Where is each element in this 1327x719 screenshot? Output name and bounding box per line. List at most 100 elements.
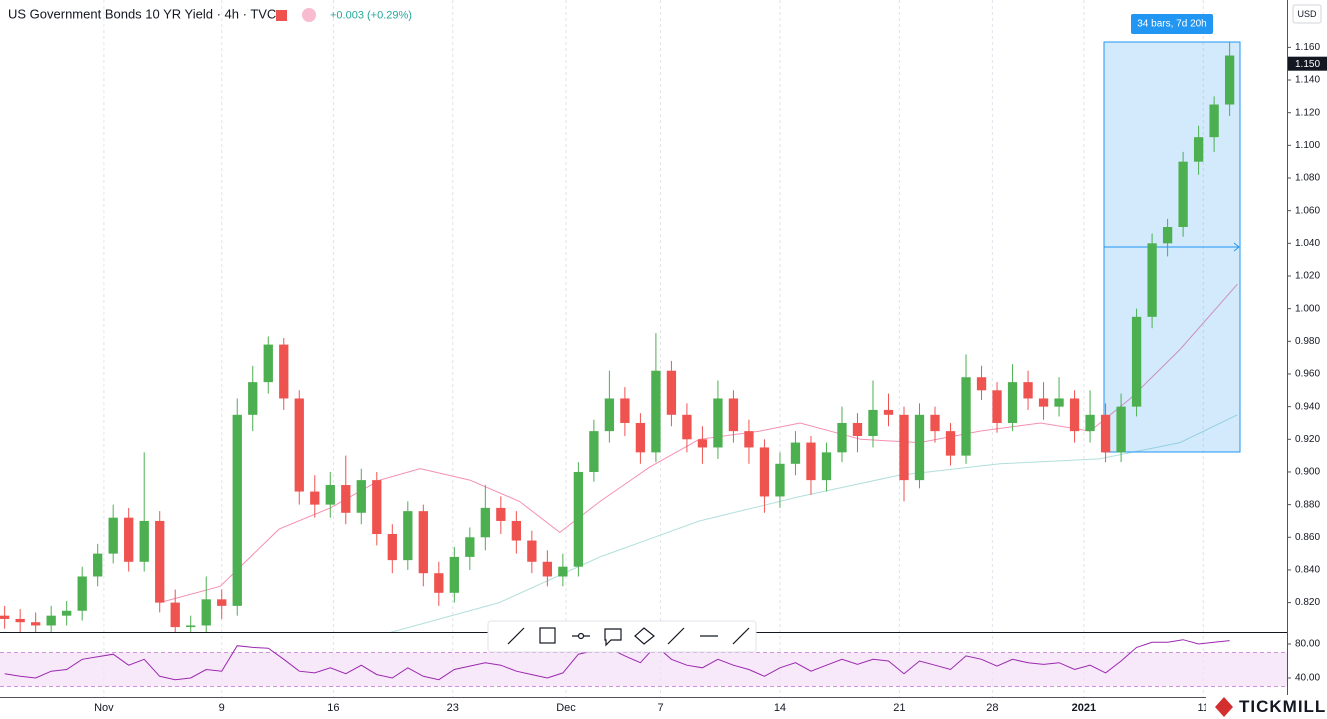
candle-body	[837, 422, 847, 453]
candle-body	[511, 520, 522, 541]
candle-body	[1007, 382, 1018, 423]
x-tick-label: 11	[1198, 702, 1209, 714]
measure-label-box	[1131, 14, 1213, 34]
candle-body	[449, 556, 459, 593]
y-tick-label: 0.980	[1295, 336, 1320, 347]
y-tick-label: 0.960	[1295, 369, 1320, 380]
tool-trendline[interactable]	[507, 627, 525, 645]
candle-body	[232, 414, 242, 606]
candle-layer	[0, 42, 1235, 632]
candle-body	[496, 507, 506, 521]
rsi-tick-label: 80.00	[1295, 639, 1320, 650]
x-tick-label: 28	[986, 702, 998, 714]
candle-body	[434, 573, 444, 593]
drawing-toolbar	[487, 620, 757, 653]
candle-body	[93, 553, 103, 577]
candle-body	[356, 480, 366, 513]
y-tick-label: 1.000	[1295, 303, 1320, 314]
candle-body	[527, 540, 537, 562]
rsi-tick-label: 40.00	[1295, 673, 1320, 684]
candle-body	[713, 398, 723, 448]
y-tick-label: 1.060	[1295, 205, 1320, 216]
candle-body	[217, 599, 227, 606]
candle-body	[620, 398, 630, 423]
y-tick-label: 0.920	[1295, 434, 1320, 445]
candle-body	[1100, 414, 1111, 453]
candle-body	[604, 398, 615, 432]
candle-body	[542, 561, 553, 577]
candle-body	[31, 622, 41, 626]
candle-body	[961, 377, 971, 456]
candle-body	[635, 422, 646, 453]
last-price-label: 1.150	[1295, 59, 1320, 70]
candle-body	[558, 566, 568, 577]
y-tick-label: 0.900	[1295, 467, 1320, 478]
measure-arrow-head	[1233, 242, 1240, 252]
tool-rectangle[interactable]	[539, 627, 556, 644]
compare-icon[interactable]	[302, 8, 316, 22]
candle-body	[1054, 398, 1064, 407]
candle-body	[186, 625, 196, 628]
x-tick-label: 21	[893, 702, 905, 714]
candle-body	[1224, 55, 1235, 105]
candle-body	[62, 610, 72, 616]
tool-ellipse[interactable]	[634, 627, 655, 645]
y-tick-label: 0.940	[1295, 401, 1320, 412]
candle-body	[325, 485, 335, 505]
logo: TICKMILL	[1206, 695, 1327, 719]
candle-body	[1162, 226, 1173, 244]
candle-body	[930, 414, 940, 432]
currency-box	[1292, 4, 1322, 24]
axes: Nov 9 16 23 Dec 7 14 21 28 2021 11 0.820 0.840 0.860 0…	[94, 42, 1327, 714]
y-tick-label: 0.820	[1295, 597, 1320, 608]
candle-body	[666, 370, 677, 415]
candle-body	[155, 520, 165, 603]
candle-body	[387, 534, 397, 561]
moving-average	[159, 283, 1238, 604]
tool-callout[interactable]	[604, 628, 622, 647]
measure-label: 34 bars, 7d 20h	[1137, 19, 1207, 30]
x-tick-label: Nov	[94, 702, 114, 714]
candle-body	[868, 409, 878, 437]
candle-body	[77, 576, 87, 611]
price-change: +0.003 (+0.29%)	[330, 9, 412, 21]
candle-body	[1209, 104, 1219, 138]
candle-body	[1147, 243, 1157, 317]
header: US Government Bonds 10 YR Yield · 4h · T…	[8, 6, 412, 22]
moving-average	[390, 414, 1238, 632]
price-axis-bg	[1287, 0, 1327, 697]
y-tick-label: 0.880	[1295, 499, 1320, 510]
candle-body	[418, 511, 428, 574]
x-tick-label: 14	[774, 702, 786, 714]
candle-body	[883, 409, 894, 415]
chart-title: US Government Bonds 10 YR Yield · 4h · T…	[8, 6, 276, 21]
candle-body	[294, 398, 304, 492]
x-tick-label: Dec	[556, 702, 576, 714]
candle-body	[914, 414, 925, 481]
flag-icon[interactable]	[276, 10, 287, 21]
x-tick-label: 23	[447, 702, 459, 714]
x-tick-label: 9	[219, 702, 225, 714]
tool-ray[interactable]	[667, 627, 685, 645]
overlay-layer	[159, 283, 1238, 632]
y-tick-label: 1.080	[1295, 173, 1320, 184]
candle-body	[139, 520, 149, 562]
candle-body	[1116, 406, 1126, 453]
candle-body	[1131, 316, 1142, 407]
candle-body	[1178, 161, 1188, 227]
rsi-band	[0, 652, 1287, 687]
last-price-tag	[1288, 56, 1327, 71]
y-tick-label: 1.140	[1295, 75, 1320, 86]
candle-body	[992, 390, 1002, 423]
candle-body	[170, 602, 180, 628]
y-tick-label: 1.020	[1295, 271, 1320, 282]
candle-body	[744, 431, 754, 448]
candle-body	[728, 398, 739, 432]
tool-extended[interactable]	[732, 627, 750, 645]
candle-body	[821, 452, 832, 481]
logo-text: TICKMILL	[1239, 697, 1326, 716]
candle-body	[759, 447, 770, 497]
candle-body	[372, 480, 382, 535]
candle-body	[1023, 382, 1033, 399]
candle-body	[201, 599, 211, 626]
